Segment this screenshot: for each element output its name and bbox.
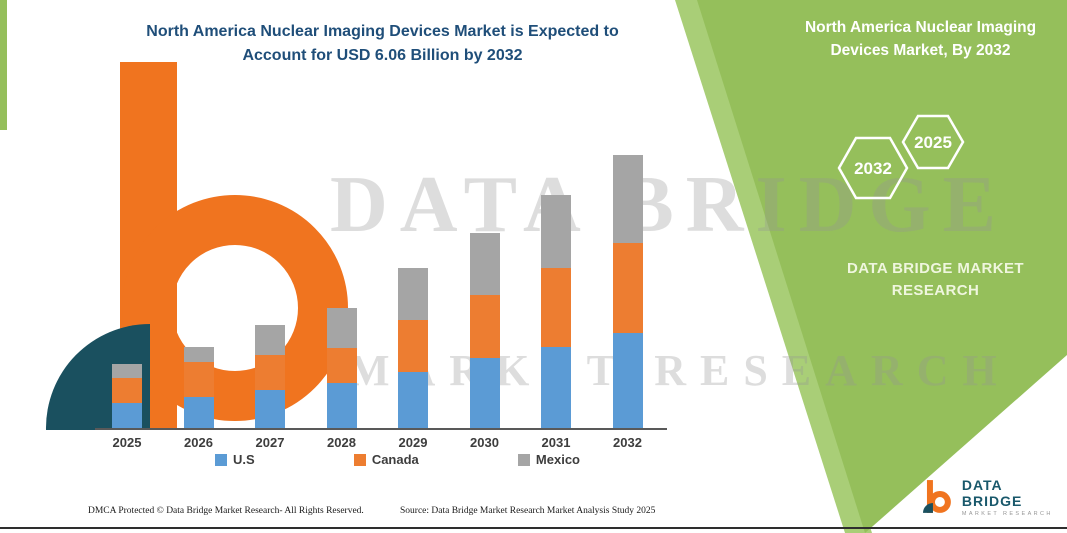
bar-segment-mexico-2025 xyxy=(112,364,142,378)
data-bridge-logo-icon xyxy=(922,480,951,513)
bar-segment-canada-2029 xyxy=(398,320,428,372)
bar-segment-mexico-2028 xyxy=(326,308,357,348)
hexagon-2032-label: 2032 xyxy=(854,159,892,178)
legend-item-mexico: Mexico xyxy=(517,452,580,467)
b-logo-bowl xyxy=(122,195,348,421)
logo-text-block: DATA BRIDGE MARKET RESEARCH xyxy=(962,477,1067,517)
legend-label: Canada xyxy=(371,452,419,467)
legend-swatch xyxy=(353,453,366,466)
logo-name: DATA BRIDGE xyxy=(961,477,1023,509)
x-axis-label-2030: 2030 xyxy=(470,435,499,450)
bar-segment-mexico-2030 xyxy=(469,233,500,295)
watermark-text-line2: MARKET RESEARCH xyxy=(348,346,1011,395)
x-axis-label-2029: 2029 xyxy=(398,435,428,450)
chart-title-line1: North America Nuclear Imaging Devices Ma… xyxy=(146,23,619,40)
side-panel-title: North America Nuclear Imaging Devices Ma… xyxy=(804,19,1037,59)
x-axis-label-2027: 2027 xyxy=(255,435,285,450)
bar-segment-canada-2030 xyxy=(469,295,500,358)
bar-segment-us-2025 xyxy=(112,403,142,428)
side-panel-brand-text: DATA BRIDGE MARKET RESEARCH xyxy=(828,258,1043,302)
bar-segment-mexico-2029 xyxy=(398,268,428,320)
hexagon-2032 xyxy=(837,136,909,200)
x-axis-label-2032: 2032 xyxy=(613,435,642,450)
x-axis-label-2028: 2028 xyxy=(327,435,356,450)
legend-item-us: U.S xyxy=(215,452,255,467)
footer-dmca-text: DMCA Protected © Data Bridge Market Rese… xyxy=(88,506,364,516)
bar-segment-us-2031 xyxy=(541,347,571,428)
bar-segment-us-2032 xyxy=(612,333,643,428)
x-axis-line xyxy=(95,428,667,430)
bottom-border-line xyxy=(0,527,1067,529)
legend-swatch xyxy=(517,453,530,466)
bar-segment-canada-2028 xyxy=(326,348,357,383)
bar-segment-canada-2027 xyxy=(255,355,285,390)
bar-segment-us-2027 xyxy=(255,390,285,428)
logo-icon-stem xyxy=(926,480,933,513)
x-axis-label-2025: 2025 xyxy=(112,435,142,450)
bar-segment-mexico-2026 xyxy=(183,347,214,362)
chart-title: North America Nuclear Imaging Devices Ma… xyxy=(55,20,710,68)
x-axis-label-2026: 2026 xyxy=(184,435,213,450)
bar-segment-mexico-2027 xyxy=(255,325,285,355)
logo-icon-teal-swoosh xyxy=(922,502,933,513)
bar-segment-canada-2031 xyxy=(541,268,571,347)
data-bridge-logo: DATA BRIDGE MARKET RESEARCH xyxy=(920,477,1067,517)
footer-source-text: Source: Data Bridge Market Research Mark… xyxy=(400,506,656,516)
x-axis-label-2031: 2031 xyxy=(541,435,571,450)
bar-segment-us-2030 xyxy=(469,358,500,428)
watermark-text-line1: DATA BRIDGE xyxy=(330,161,1009,249)
left-accent-bar xyxy=(0,0,7,130)
hexagon-badges: 2032 2025 xyxy=(837,114,965,200)
legend-label: U.S xyxy=(233,452,255,467)
brand-line2: RESEARCH xyxy=(891,282,980,299)
bar-segment-canada-2025 xyxy=(112,378,142,403)
logo-icon-bowl xyxy=(928,491,951,513)
bar-segment-canada-2026 xyxy=(183,362,214,397)
bar-segment-mexico-2031 xyxy=(541,195,571,268)
legend-label: Mexico xyxy=(535,452,580,467)
brand-line1: DATA BRIDGE MARKET xyxy=(847,260,1024,277)
bar-segment-us-2026 xyxy=(183,397,214,428)
chart-title-line2: Account for USD 6.06 Billion by 2032 xyxy=(242,47,523,64)
logo-subtext: MARKET RESEARCH xyxy=(961,511,1053,517)
bar-segment-mexico-2032 xyxy=(612,155,643,243)
bar-segment-us-2028 xyxy=(326,383,357,428)
hexagon-2025-label: 2025 xyxy=(914,133,952,152)
bar-segment-canada-2032 xyxy=(612,243,643,333)
bar-segment-us-2029 xyxy=(398,372,428,428)
legend-swatch xyxy=(215,453,227,466)
stacked-bar-chart: 2025 2026 2027 2028 2029 2030 2031 2032 xyxy=(95,60,670,455)
legend-item-canada: Canada xyxy=(353,452,419,467)
hexagon-2025 xyxy=(901,114,965,170)
chart-legend: U.S Canada Mexico xyxy=(215,452,580,467)
